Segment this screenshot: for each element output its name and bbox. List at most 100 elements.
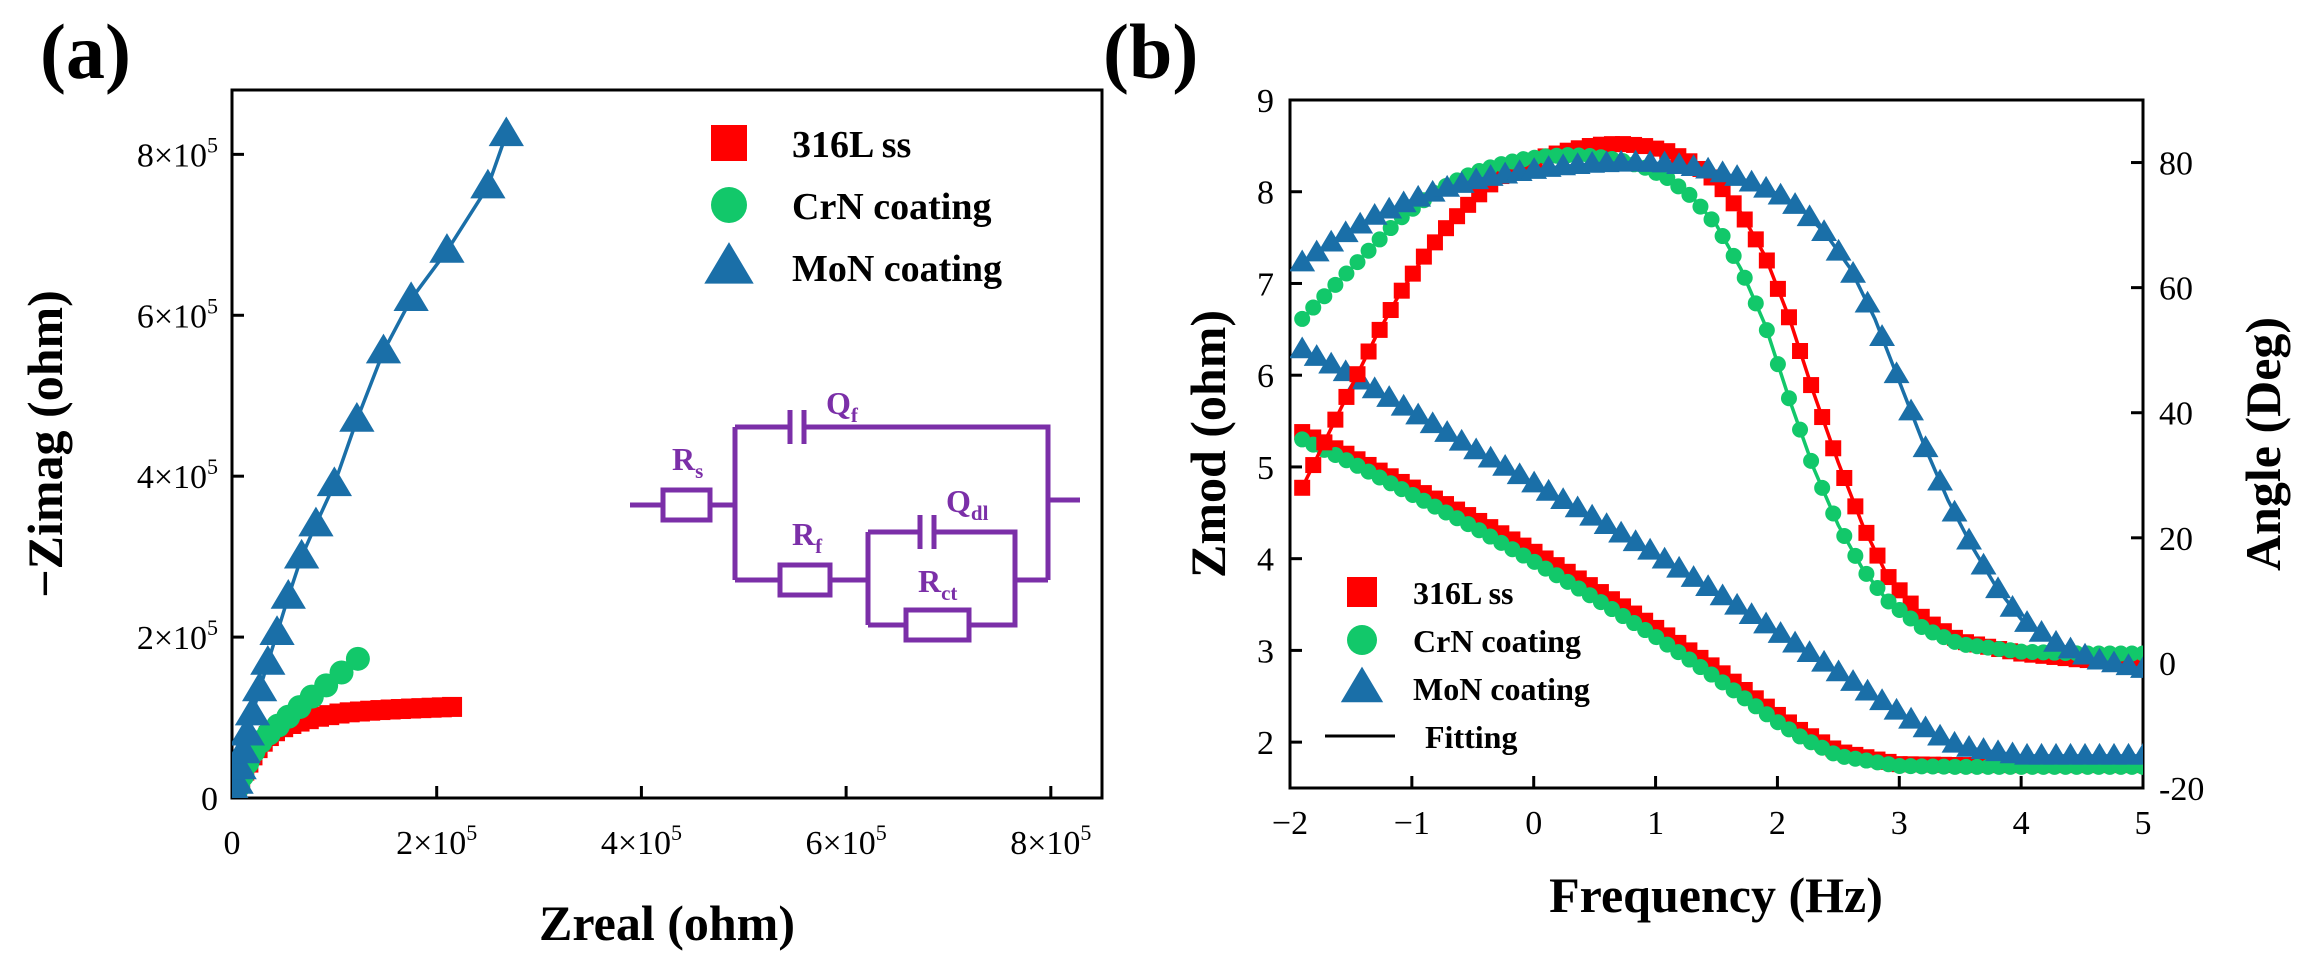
data-point-b	[1747, 295, 1764, 312]
data-point-b	[1767, 182, 1794, 205]
data-point-b	[1426, 234, 1443, 251]
data-point-b	[1316, 288, 1333, 305]
data-point-b	[1725, 247, 1742, 264]
y-right-tick-label-b: 20	[2159, 521, 2193, 558]
x-tick-label-a: 2×105	[396, 820, 477, 862]
data-point-b	[1419, 411, 1446, 434]
y-tick-label-a: 2×105	[137, 615, 218, 657]
data-point-b	[1902, 758, 1919, 775]
data-point-b	[1969, 758, 1986, 775]
data-point-b	[1564, 495, 1591, 518]
y-tick-label-b: 5	[1257, 450, 1274, 487]
y-axis-title-right-b: Angle (Deg)	[2235, 317, 2291, 571]
data-point-a	[442, 696, 463, 717]
data-point-b	[1318, 351, 1345, 374]
data-point-b	[1725, 195, 1742, 212]
data-point-b	[1434, 420, 1461, 442]
x-tick-label-b: −2	[1272, 805, 1308, 842]
data-point-b	[1880, 569, 1897, 586]
data-point-b	[2057, 636, 2084, 659]
data-point-b	[1811, 649, 1838, 672]
x-tick-label-a: 0	[224, 825, 241, 862]
data-point-b	[1670, 178, 1687, 195]
data-point-b	[1825, 659, 1852, 682]
legend-label-b: CrN coating	[1413, 623, 1581, 659]
data-point-b	[1814, 409, 1831, 426]
axis-ticks-a: 0 2×105 4×105 6×105 8×105 0 2×105 4×105 6×105 8×1…	[137, 132, 1092, 862]
data-point-b	[1305, 457, 1322, 474]
data-point-b	[1970, 552, 1997, 575]
data-point-a	[234, 695, 271, 726]
data-point-b	[1869, 324, 1895, 346]
data-point-b	[1858, 565, 1875, 582]
x-tick-label-b: 2	[1769, 805, 1786, 842]
data-point-a	[270, 579, 306, 609]
plot-frame-a	[230, 88, 1104, 800]
data-point-b	[1891, 601, 1908, 618]
data-point-b	[1415, 248, 1432, 265]
data-point-b	[1769, 280, 1786, 297]
data-point-b	[1738, 169, 1765, 192]
legend-marker-b	[1347, 577, 1377, 607]
data-point-b	[1883, 697, 1910, 720]
data-point-b	[1854, 678, 1881, 701]
data-point-b	[1898, 398, 1924, 421]
data-point-b	[1714, 228, 1731, 245]
y-right-tick-label-b: -20	[2159, 771, 2204, 808]
data-point-b	[1913, 758, 1930, 775]
data-point-b	[1492, 454, 1519, 476]
data-point-b	[1290, 336, 1316, 359]
x-tick-label-a: 8×105	[1010, 820, 1091, 862]
data-point-b	[1651, 546, 1678, 569]
data-point-b	[1327, 411, 1344, 428]
data-point-a	[232, 715, 265, 746]
data-point-b	[1796, 204, 1823, 227]
data-point-b	[1361, 376, 1388, 399]
data-point-b	[1349, 366, 1366, 383]
data-point-b	[1758, 706, 1775, 723]
data-point-b	[1814, 479, 1831, 496]
data-point-b	[1724, 592, 1751, 615]
data-point-b	[1637, 537, 1664, 560]
data-point-b	[1927, 723, 1953, 746]
legend-label-a: 316L ss	[792, 124, 911, 166]
panel-a: (a) 0 2×105 4×105 6×105 8×105 0 2×105 4×105 6×10…	[17, 8, 1104, 951]
data-point-b	[1927, 468, 1953, 491]
legend-label-a: MoN coating	[792, 248, 1002, 290]
data-point-b	[1725, 682, 1742, 699]
legend-label-a: CrN coating	[792, 186, 991, 228]
data-point-a	[241, 671, 278, 702]
axis-ticks-b: −2 −1 0 1 2 3 4 5 2 3 4 5 6 7 8 9 -20 0 20 40 60 80	[1257, 83, 2204, 842]
y-tick-label-a: 6×105	[137, 293, 218, 335]
data-point-b	[1535, 478, 1562, 501]
data-point-b	[1957, 758, 1974, 775]
data-point-b	[1780, 390, 1797, 407]
data-point-b	[1680, 565, 1707, 587]
data-point-b	[1946, 758, 1963, 775]
data-point-b	[1980, 758, 1997, 775]
resistor-rf	[777, 562, 833, 598]
data-point-b	[1847, 547, 1864, 564]
data-point-b	[1758, 322, 1775, 339]
legend-b: 316L ss CrN coating MoN coating Fitting	[1325, 575, 1590, 755]
x-axis-title-a: Zreal (ohm)	[539, 895, 795, 951]
legend-marker-a	[704, 242, 754, 284]
data-point-a	[250, 645, 286, 675]
x-tick-label-a: 4×105	[601, 820, 682, 862]
data-point-b	[1836, 469, 1853, 486]
data-point-a	[329, 660, 354, 685]
data-point-b	[1902, 610, 1919, 627]
data-point-b	[1880, 593, 1897, 610]
data-point-b	[1767, 621, 1794, 643]
data-point-b	[1869, 580, 1886, 597]
series-group-b	[1290, 136, 2143, 775]
y-right-tick-label-b: 40	[2159, 396, 2193, 433]
data-point-b	[1747, 698, 1764, 715]
panel-b: (b) −2 −1 0 1 2 3 4 5 2 3 4 5 6 7 8 9 -20 0 20 40 60 80 Frequ…	[1103, 8, 2291, 923]
plot-frame-b	[1288, 98, 2145, 790]
data-point-b	[1836, 527, 1853, 544]
data-point-b	[1703, 666, 1720, 683]
data-point-b	[1318, 229, 1345, 252]
data-point-b	[1782, 630, 1809, 653]
data-point-b	[1681, 186, 1698, 203]
